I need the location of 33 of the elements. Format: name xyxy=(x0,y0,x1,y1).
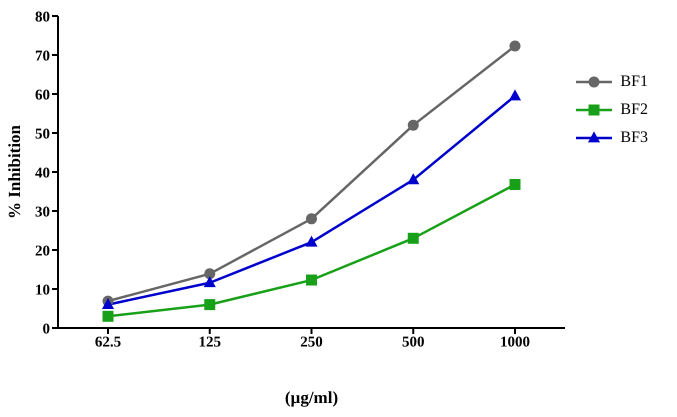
point xyxy=(510,178,520,190)
x-tick-label: 250 xyxy=(300,334,323,351)
y-tick-label: 0 xyxy=(42,321,50,338)
point xyxy=(306,274,317,286)
point xyxy=(102,310,114,322)
point xyxy=(408,120,419,131)
point xyxy=(306,213,317,224)
legend-label: BF1 xyxy=(620,73,648,91)
point xyxy=(102,298,114,309)
y-tick-label: 50 xyxy=(35,126,50,142)
y-tick-label: 10 xyxy=(35,282,50,298)
point xyxy=(407,173,420,184)
y-tick-label: 40 xyxy=(35,165,50,182)
point xyxy=(204,268,216,280)
y-tick-label: 30 xyxy=(35,204,50,220)
x-tick-label: 1000 xyxy=(500,334,530,351)
y-tick-label: 80 xyxy=(35,9,50,26)
point xyxy=(508,89,522,100)
point xyxy=(305,236,318,247)
y-tick-label: 20 xyxy=(35,243,50,260)
point xyxy=(204,299,216,310)
y-tick-label: 70 xyxy=(35,48,50,64)
point xyxy=(204,276,216,288)
point xyxy=(510,40,520,52)
x-axis-title: (µg/ml) xyxy=(284,388,338,407)
y-axis-title: % Inhibition xyxy=(5,124,24,220)
x-tick-label: 125 xyxy=(198,334,221,351)
legend-label: BF2 xyxy=(620,101,648,119)
legend-label: BF3 xyxy=(620,129,648,147)
x-tick-label: 500 xyxy=(402,334,424,351)
y-tick-label: 60 xyxy=(35,87,50,104)
point xyxy=(408,232,419,244)
x-tick-label: 62.5 xyxy=(94,334,122,351)
